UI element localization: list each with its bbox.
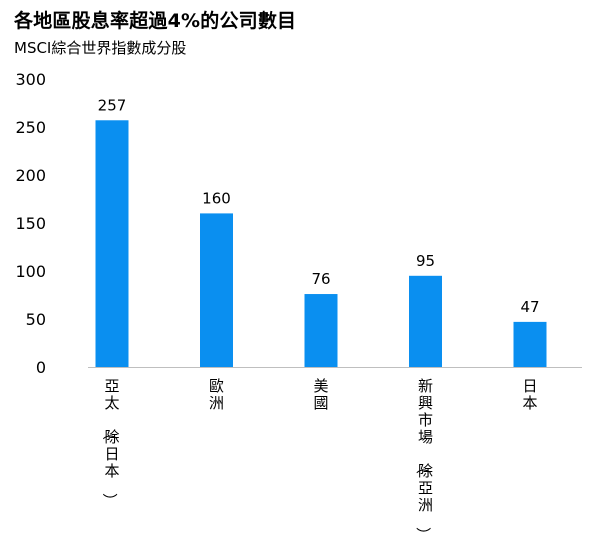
data-labels: 257 160 76 95 47 [98,96,540,316]
y-tick-label: 200 [15,166,46,185]
data-label: 47 [520,298,539,316]
x-tick-label: 新興市場（除亞洲） [414,377,433,541]
y-tick-label: 50 [26,310,46,329]
y-tick-label: 100 [15,262,46,281]
x-tick-label: 日本 [522,377,537,412]
x-tick-label: 歐洲 [209,377,224,412]
x-axis-labels: 亞太（除日本） 歐洲 美國 新興市場（除亞洲） 日本 [100,377,537,541]
y-axis: 0 50 100 150 200 250 300 [15,70,46,377]
y-tick-label: 150 [15,214,46,233]
chart-title: 各地區股息率超過4%的公司數目 [14,10,297,32]
y-tick-label: 300 [15,70,46,89]
y-tick-label: 0 [36,358,46,377]
data-label: 76 [311,270,330,288]
x-tick-label: 美國 [313,377,328,412]
bar [513,321,547,367]
bars [95,120,547,367]
bar [95,120,129,367]
data-label: 257 [98,96,127,114]
bar [409,275,442,367]
data-label: 160 [202,189,231,207]
data-label: 95 [416,252,435,270]
bar [200,213,233,367]
chart-subtitle: MSCI綜合世界指數成分股 [14,39,187,57]
x-tick-label: 亞太（除日本） [100,377,119,508]
bar [304,294,338,367]
y-tick-label: 250 [15,118,46,137]
